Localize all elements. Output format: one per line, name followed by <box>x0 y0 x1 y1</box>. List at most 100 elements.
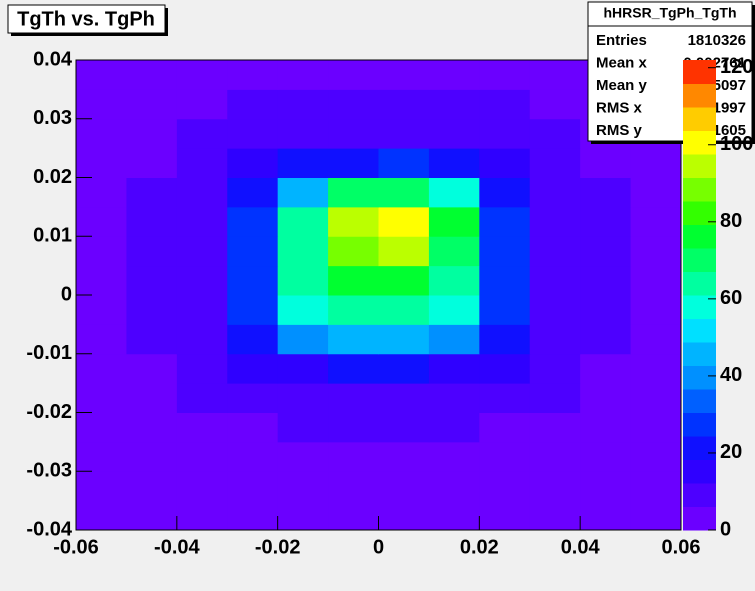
cell <box>227 471 279 502</box>
palette-band <box>683 201 716 225</box>
palette-band <box>683 130 716 155</box>
x-tick-label: 0.02 <box>460 536 499 558</box>
cell <box>479 412 531 443</box>
palette-band <box>683 506 716 531</box>
cell <box>428 206 480 237</box>
stats-shadow <box>752 5 755 144</box>
palette-band <box>683 342 716 366</box>
cell <box>76 324 127 355</box>
cell <box>378 60 430 90</box>
cell <box>428 441 480 472</box>
x-tick-label: 0.04 <box>561 536 601 558</box>
cell <box>277 471 329 502</box>
stats-label: RMS y <box>596 122 643 139</box>
z-tick-label: 20 <box>720 441 742 463</box>
cell <box>529 60 581 90</box>
chart-title: TgTh vs. TgPh <box>17 8 155 30</box>
cell <box>126 353 178 384</box>
y-tick-label: -0.01 <box>26 342 72 364</box>
stats-shadow <box>591 141 755 144</box>
cell <box>126 412 178 443</box>
cell <box>176 500 228 531</box>
cell <box>378 236 430 267</box>
stats-label: Mean x <box>596 54 648 71</box>
cell <box>328 206 379 237</box>
cell <box>76 236 127 267</box>
cell <box>529 500 581 531</box>
cell <box>479 353 531 384</box>
cell <box>126 177 178 208</box>
cell <box>227 500 279 531</box>
cell <box>76 471 127 502</box>
cell <box>76 295 127 325</box>
cell <box>328 118 379 149</box>
cell <box>126 383 178 413</box>
cell <box>529 206 581 237</box>
cell <box>580 324 632 355</box>
cell <box>479 60 531 90</box>
y-tick-label: 0.02 <box>33 166 72 188</box>
cell <box>328 412 379 443</box>
palette-band <box>683 412 716 437</box>
palette-band <box>683 459 716 484</box>
cell <box>176 60 228 90</box>
cell <box>76 500 127 531</box>
cell <box>630 265 682 296</box>
palette-band <box>683 436 716 460</box>
cell <box>277 60 329 90</box>
z-tick-label: 80 <box>720 210 742 232</box>
cell <box>328 353 379 384</box>
cell <box>328 324 379 355</box>
cell <box>76 206 127 237</box>
cell <box>428 148 480 178</box>
cell <box>378 148 430 178</box>
cell <box>428 383 480 413</box>
z-tick-label: 40 <box>720 364 742 386</box>
cell <box>277 177 329 208</box>
cell <box>277 441 329 472</box>
palette: 0 20 40 60 80 100 120 <box>683 56 753 540</box>
palette-band <box>683 389 716 413</box>
stats-label: Mean y <box>596 77 648 94</box>
cell <box>227 89 279 120</box>
cell <box>176 236 228 267</box>
y-tick-label: -0.04 <box>26 518 72 540</box>
cell <box>126 500 178 531</box>
cell <box>580 177 632 208</box>
cell <box>529 236 581 267</box>
cell <box>378 383 430 413</box>
cell <box>328 265 379 296</box>
cell <box>580 383 632 413</box>
cell <box>126 471 178 502</box>
cell <box>529 353 581 384</box>
cell <box>277 500 329 531</box>
cell <box>277 236 329 267</box>
cell <box>630 206 682 237</box>
cell <box>428 353 480 384</box>
cell <box>227 383 279 413</box>
cell <box>529 265 581 296</box>
cells <box>76 60 682 531</box>
x-tick-label: -0.04 <box>154 536 200 558</box>
cell <box>76 412 127 443</box>
cell <box>76 353 127 384</box>
cell <box>479 295 531 325</box>
cell <box>479 236 531 267</box>
cell <box>176 471 228 502</box>
cell <box>529 89 581 120</box>
palette-band <box>683 271 716 296</box>
cell <box>277 412 329 443</box>
cell <box>479 206 531 237</box>
cell <box>529 118 581 149</box>
cell <box>580 500 632 531</box>
title-shadow <box>165 8 168 36</box>
x-tick-label: -0.06 <box>53 536 99 558</box>
cell <box>580 265 632 296</box>
cell <box>126 236 178 267</box>
cell <box>176 383 228 413</box>
cell <box>630 383 682 413</box>
title-shadow <box>11 33 168 36</box>
stats-label: Entries <box>596 32 647 49</box>
cell <box>328 177 379 208</box>
